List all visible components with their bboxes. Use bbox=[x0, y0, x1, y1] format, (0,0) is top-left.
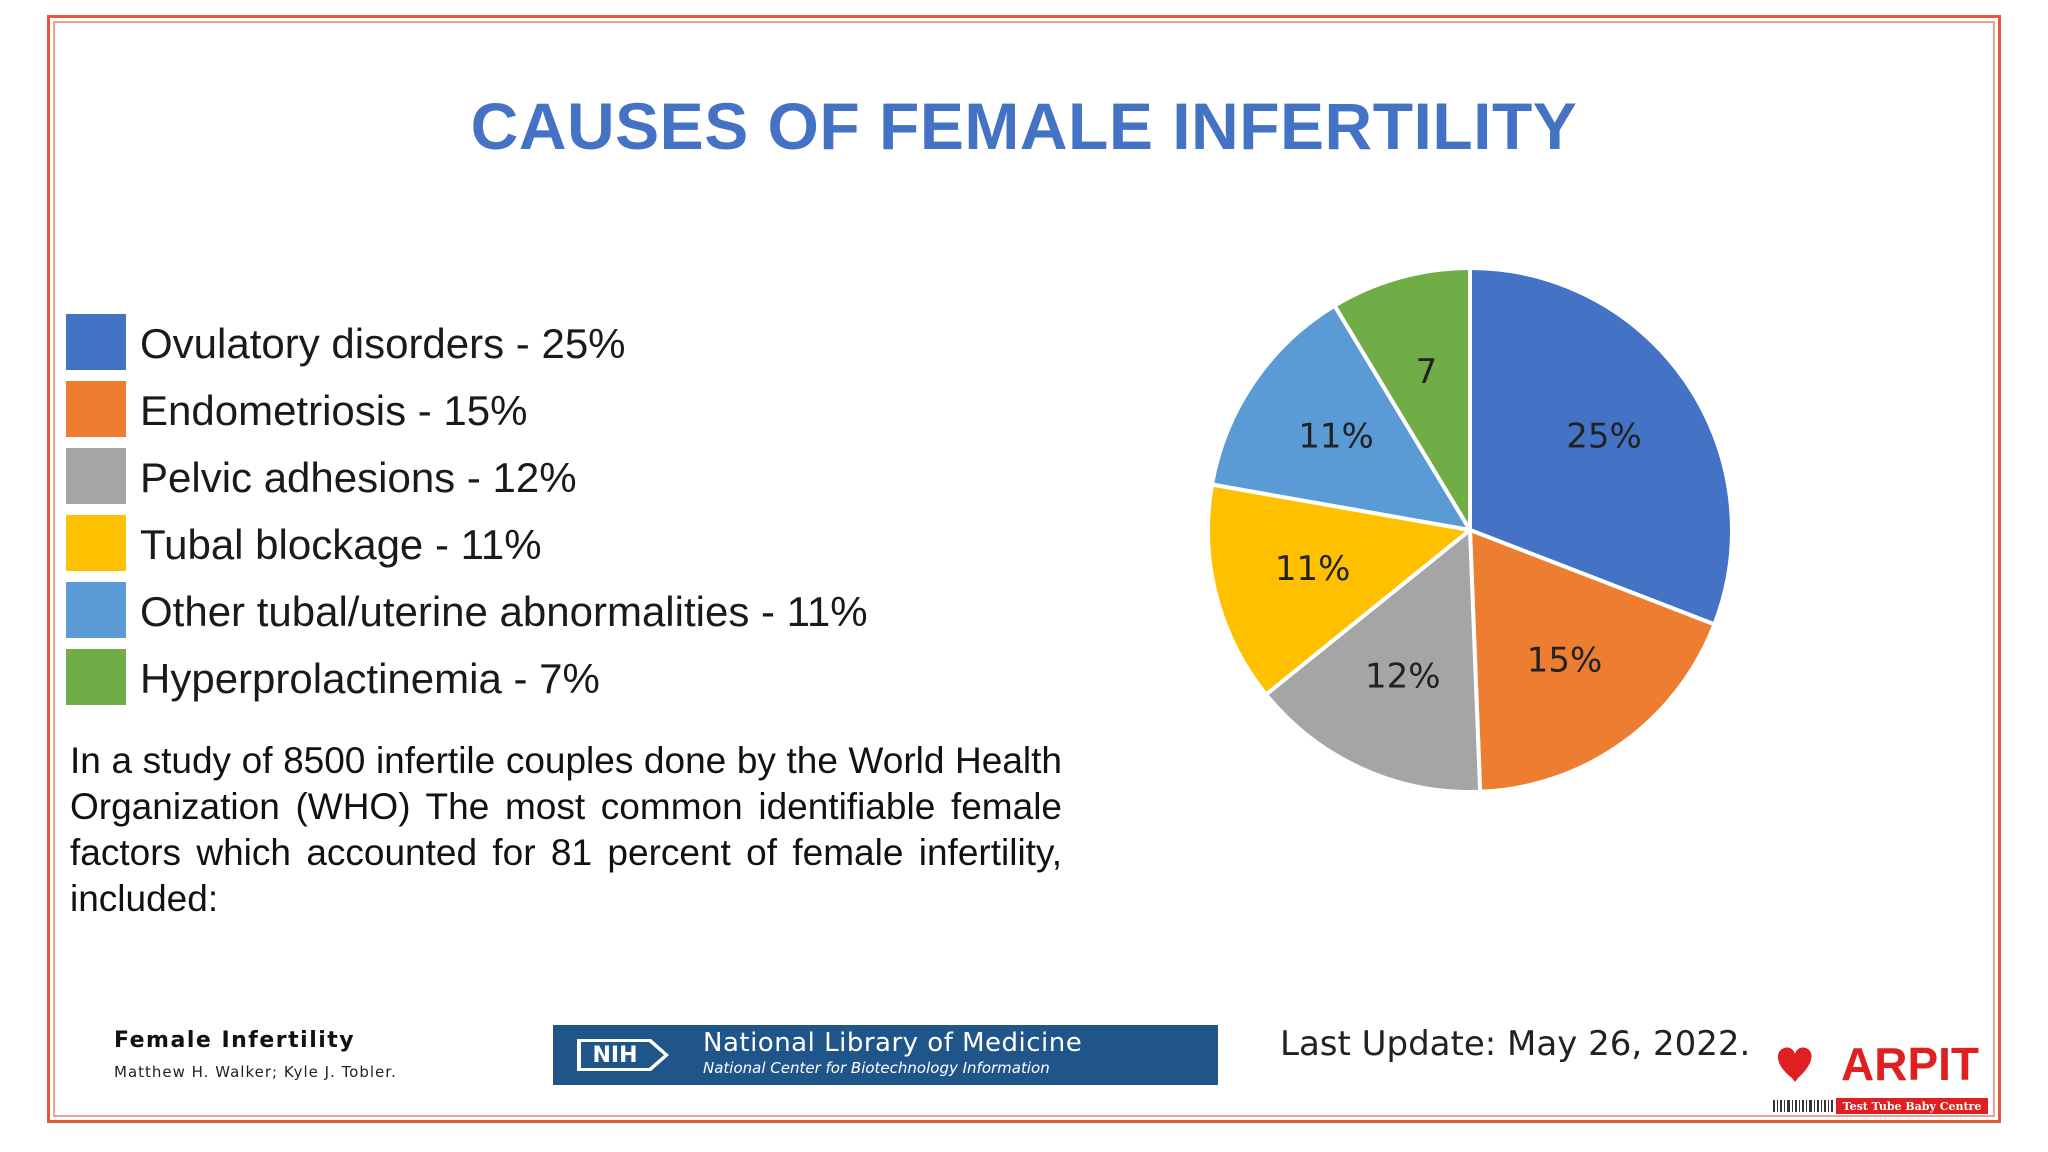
pie-data-label: 7 bbox=[1416, 352, 1438, 392]
pie-slice bbox=[1468, 528, 1717, 794]
logo-brand: ARPIT bbox=[1841, 1038, 1979, 1090]
pie-chart: 25% 15% 12% 11% 11% 7 bbox=[1206, 266, 1734, 794]
pie-data-label: 11% bbox=[1275, 549, 1351, 589]
pie-slice bbox=[1264, 528, 1483, 794]
legend-item-ovulatory: Ovulatory disorders - 25% bbox=[66, 312, 966, 372]
nih-banner: NIH National Library of Medicine Nationa… bbox=[553, 1025, 1218, 1085]
last-update: Last Update: May 26, 2022. bbox=[1280, 1024, 1751, 1064]
slide-frame-inner bbox=[53, 21, 1995, 1117]
legend-swatch bbox=[66, 448, 126, 504]
legend-item-hyperprolactinemia: Hyperprolactinemia - 7% bbox=[66, 647, 966, 707]
legend-swatch bbox=[66, 314, 126, 370]
reference-book-title: Female Infertility bbox=[114, 1028, 356, 1053]
legend-item-pelvic-adhesions: Pelvic adhesions - 12% bbox=[66, 446, 966, 506]
legend-swatch bbox=[66, 582, 126, 638]
legend-item-tubal-blockage: Tubal blockage - 11% bbox=[66, 513, 966, 573]
nih-subtitle: National Center for Biotechnology Inform… bbox=[703, 1059, 1050, 1077]
nih-badge-text: NIH bbox=[592, 1043, 637, 1068]
legend-label: Other tubal/uterine abnormalities - 11% bbox=[140, 588, 868, 635]
pie-data-label: 11% bbox=[1298, 417, 1374, 457]
legend-item-other-tubal: Other tubal/uterine abnormalities - 11% bbox=[66, 580, 966, 640]
pie-slice bbox=[1332, 266, 1472, 532]
nih-logo-icon: NIH bbox=[577, 1039, 669, 1071]
slide-title: CAUSES OF FEMALE INFERTILITY bbox=[470, 89, 1578, 163]
legend-label: Pelvic adhesions - 12% bbox=[140, 454, 577, 501]
pie-data-label: 25% bbox=[1566, 417, 1642, 457]
study-description: In a study of 8500 infertile couples don… bbox=[70, 740, 1062, 919]
slide-frame-outer bbox=[47, 15, 2001, 1123]
heart-icon bbox=[1777, 1047, 1812, 1082]
legend-label: Ovulatory disorders - 25% bbox=[140, 320, 626, 367]
pie-slice bbox=[1206, 482, 1472, 697]
legend-label: Endometriosis - 15% bbox=[140, 387, 528, 434]
legend-label: Hyperprolactinemia - 7% bbox=[140, 655, 600, 702]
legend-swatch bbox=[66, 381, 126, 437]
pie-slice bbox=[1468, 266, 1734, 627]
pie-slice bbox=[1209, 303, 1472, 532]
reference-book: Female Infertility Matthew H. Walker; Ky… bbox=[114, 1028, 397, 1081]
barcode-icon bbox=[1773, 1100, 1833, 1112]
legend-item-endometriosis: Endometriosis - 15% bbox=[66, 379, 966, 439]
pie-data-label: 12% bbox=[1365, 656, 1441, 696]
legend-swatch bbox=[66, 515, 126, 571]
arpit-logo: ARPIT Test Tube Baby Centre bbox=[1773, 1038, 1988, 1114]
legend-swatch bbox=[66, 649, 126, 705]
logo-tagline: Test Tube Baby Centre bbox=[1843, 1100, 1982, 1113]
logo-tagline-bar bbox=[1836, 1098, 1988, 1114]
nih-title: National Library of Medicine bbox=[703, 1028, 1083, 1058]
reference-authors: Matthew H. Walker; Kyle J. Tobler. bbox=[114, 1063, 397, 1081]
legend-label: Tubal blockage - 11% bbox=[140, 521, 542, 568]
pie-data-label: 15% bbox=[1527, 641, 1603, 681]
